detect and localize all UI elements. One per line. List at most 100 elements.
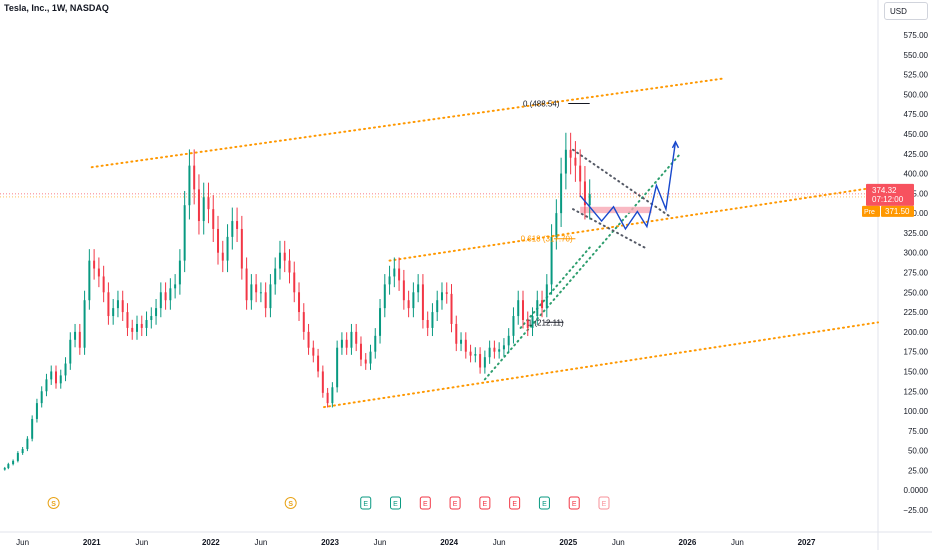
- candle-body: [178, 260, 181, 285]
- price-tick-label: 525.00: [904, 71, 929, 80]
- candle: [197, 174, 200, 235]
- candle-body: [502, 345, 505, 350]
- candle: [298, 282, 301, 321]
- time-tick-label: 2022: [202, 538, 220, 547]
- candle: [145, 311, 148, 337]
- candle-body: [550, 236, 553, 285]
- candle: [131, 319, 134, 340]
- candle-body: [69, 339, 72, 364]
- candle: [212, 195, 215, 243]
- candle: [560, 157, 563, 227]
- event-marker-earnings-miss: E: [419, 496, 431, 510]
- candle-body: [326, 392, 329, 404]
- price-tick-label: −25.00: [903, 506, 928, 515]
- candle-body: [574, 157, 577, 166]
- earnings-icon: [598, 496, 610, 510]
- candle: [326, 387, 329, 408]
- candle-body: [379, 308, 382, 336]
- earnings-letter: E: [572, 501, 577, 508]
- price-tick-label: 575.00: [904, 31, 929, 40]
- candle-body: [345, 339, 348, 348]
- candle-body: [183, 205, 186, 261]
- candle: [112, 299, 115, 325]
- candle: [283, 240, 286, 273]
- candle-body: [288, 260, 291, 273]
- earnings-letter: E: [423, 501, 428, 508]
- candle: [388, 265, 391, 295]
- candle-body: [59, 375, 62, 384]
- wedge-lower-line: [572, 208, 648, 250]
- candle: [40, 386, 43, 408]
- candle: [364, 353, 367, 370]
- candle: [488, 340, 491, 364]
- candle-body: [579, 165, 582, 182]
- candle: [455, 315, 458, 352]
- candle-body: [188, 165, 191, 206]
- candle: [88, 249, 91, 310]
- candle-body: [3, 468, 6, 470]
- candle-body: [93, 260, 96, 269]
- candle-body: [450, 293, 453, 324]
- currency-selector[interactable]: USD: [884, 2, 928, 20]
- candle: [121, 290, 124, 321]
- candle-body: [417, 284, 420, 293]
- time-tick-label: 2024: [440, 538, 458, 547]
- candle: [498, 342, 501, 359]
- price-tick-label: 475.00: [904, 110, 929, 119]
- candle: [278, 240, 281, 280]
- candle-body: [331, 387, 334, 404]
- candle-body: [236, 221, 239, 229]
- earnings-letter: E: [483, 501, 488, 508]
- candle-body: [521, 300, 524, 320]
- candle: [140, 315, 143, 337]
- candle-body: [131, 327, 134, 332]
- split-letter: S: [288, 501, 293, 508]
- time-tick-label: 2026: [678, 538, 696, 547]
- candle: [136, 315, 139, 340]
- candle: [502, 338, 505, 357]
- candle-body: [350, 331, 353, 348]
- candle: [269, 274, 272, 318]
- candle: [579, 149, 582, 197]
- candle: [517, 290, 520, 325]
- split-icon: [47, 497, 60, 509]
- time-tick-label: Jun: [374, 538, 387, 547]
- candle-body: [169, 288, 172, 301]
- candle: [26, 436, 29, 452]
- earnings-icon: [360, 496, 372, 510]
- earnings-icon: [568, 496, 580, 510]
- candle: [50, 365, 53, 385]
- candle: [426, 311, 429, 337]
- price-tick-label: 500.00: [904, 90, 929, 99]
- candle-body: [278, 252, 281, 269]
- candle: [369, 344, 372, 370]
- candle: [193, 149, 196, 205]
- wedge-upper-line: [572, 148, 672, 219]
- candle-body: [202, 197, 205, 222]
- candle: [412, 282, 415, 318]
- candle-body: [255, 284, 258, 293]
- candle: [431, 303, 434, 337]
- candle-body: [512, 316, 515, 336]
- event-marker-split: S: [284, 497, 297, 509]
- candle: [274, 257, 277, 295]
- candle: [178, 249, 181, 295]
- candle: [59, 369, 62, 389]
- candle-body: [97, 268, 100, 277]
- candle: [588, 179, 591, 220]
- price-tick-label: 225.00: [904, 308, 929, 317]
- candle-body: [107, 292, 110, 317]
- event-marker-earnings-miss: E: [479, 496, 491, 510]
- candle-body: [193, 165, 196, 190]
- price-tick-label: 275.00: [904, 269, 929, 278]
- candle-body: [150, 316, 153, 320]
- candle: [150, 307, 153, 329]
- candle: [379, 299, 382, 344]
- candle: [421, 274, 424, 329]
- candle: [374, 328, 377, 359]
- candle-body: [283, 252, 286, 261]
- candle-body: [398, 268, 401, 281]
- time-tick-label: Jun: [612, 538, 625, 547]
